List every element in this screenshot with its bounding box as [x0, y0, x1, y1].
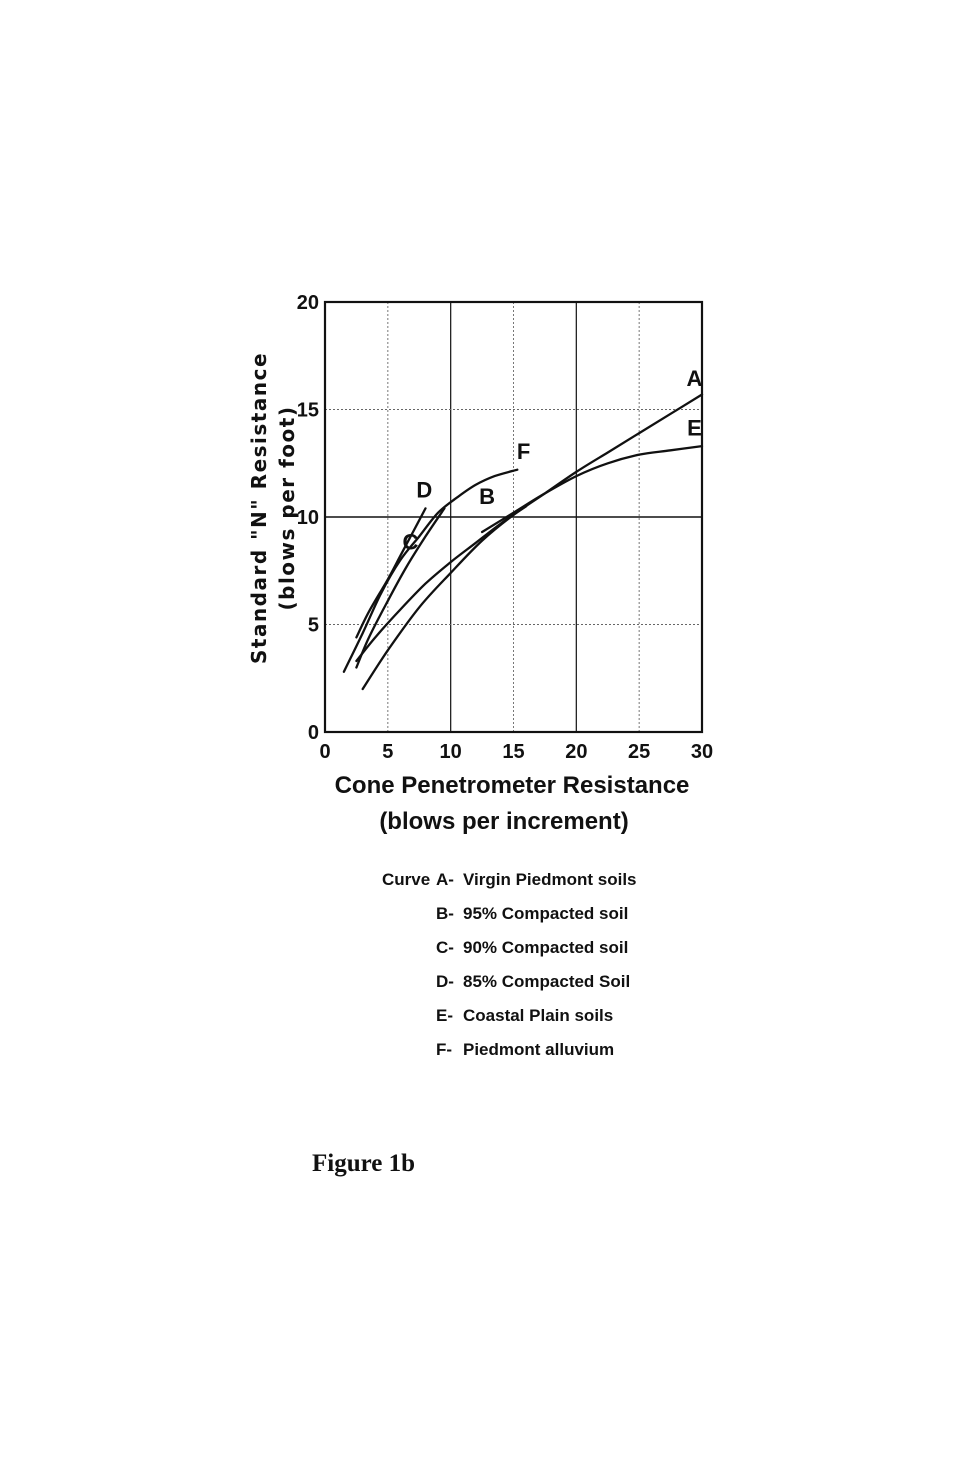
- y-axis-title-line-1: Standard "N" Resistance: [247, 352, 271, 664]
- curve-f: [342, 468, 519, 673]
- legend-key-f: F-: [436, 1040, 452, 1059]
- x-tick-label-20: 20: [565, 741, 587, 763]
- y-axis-title: Standard "N" Resistance (blows per foot): [247, 352, 299, 664]
- legend: Curve A- Virgin Piedmont soils B- 95% Co…: [382, 870, 637, 1059]
- curve-b: [355, 505, 528, 663]
- x-tick-label-30: 30: [691, 741, 713, 763]
- x-tick-label-10: 10: [440, 741, 462, 763]
- curve-c: [355, 507, 446, 669]
- figure-caption: Figure 1b: [312, 1150, 416, 1177]
- legend-text-b: 95% Compacted soil: [463, 904, 628, 923]
- y-axis-title-line-2: (blows per foot): [275, 406, 299, 611]
- curves: [342, 393, 704, 691]
- curve-letter-a: A: [687, 366, 703, 391]
- x-tick-label-25: 25: [628, 741, 650, 763]
- legend-key-c: C-: [436, 938, 454, 957]
- x-tick-label-5: 5: [382, 741, 393, 763]
- legend-key-b: B-: [436, 904, 454, 923]
- curve-letter-labels: A B C D E F: [403, 366, 703, 554]
- y-tick-label-10: 10: [297, 507, 319, 529]
- legend-prefix: Curve: [382, 870, 430, 889]
- curve-e: [480, 444, 704, 534]
- curve-letter-b: B: [479, 484, 495, 509]
- legend-text-d: 85% Compacted Soil: [463, 972, 630, 991]
- legend-key-d: D-: [436, 972, 454, 991]
- curve-letter-e: E: [687, 415, 702, 440]
- y-tick-label-5: 5: [308, 615, 319, 637]
- legend-text-e: Coastal Plain soils: [463, 1006, 613, 1025]
- y-tick-label-0: 0: [308, 722, 319, 744]
- x-axis-title-line-2: (blows per increment): [379, 808, 628, 835]
- legend-text-f: Piedmont alluvium: [463, 1040, 614, 1059]
- curve-letter-c: C: [403, 529, 419, 554]
- x-tick-label-15: 15: [502, 741, 524, 763]
- legend-key-a: A-: [436, 870, 454, 889]
- tick-labels: 0 5 10 15 20 25 30 0 5 10 15 20: [297, 292, 713, 763]
- x-tick-label-0: 0: [319, 741, 330, 763]
- legend-key-e: E-: [436, 1006, 453, 1025]
- legend-text-c: 90% Compacted soil: [463, 938, 628, 957]
- curve-letter-d: D: [416, 478, 432, 503]
- curve-letter-f: F: [517, 439, 530, 464]
- y-tick-label-20: 20: [297, 292, 319, 314]
- plot-area-frame: [323, 300, 704, 734]
- grid-lines: [325, 302, 702, 732]
- y-tick-label-15: 15: [297, 400, 319, 422]
- legend-text-a: Virgin Piedmont soils: [463, 870, 637, 889]
- x-axis-title-line-1: Cone Penetrometer Resistance: [335, 772, 690, 799]
